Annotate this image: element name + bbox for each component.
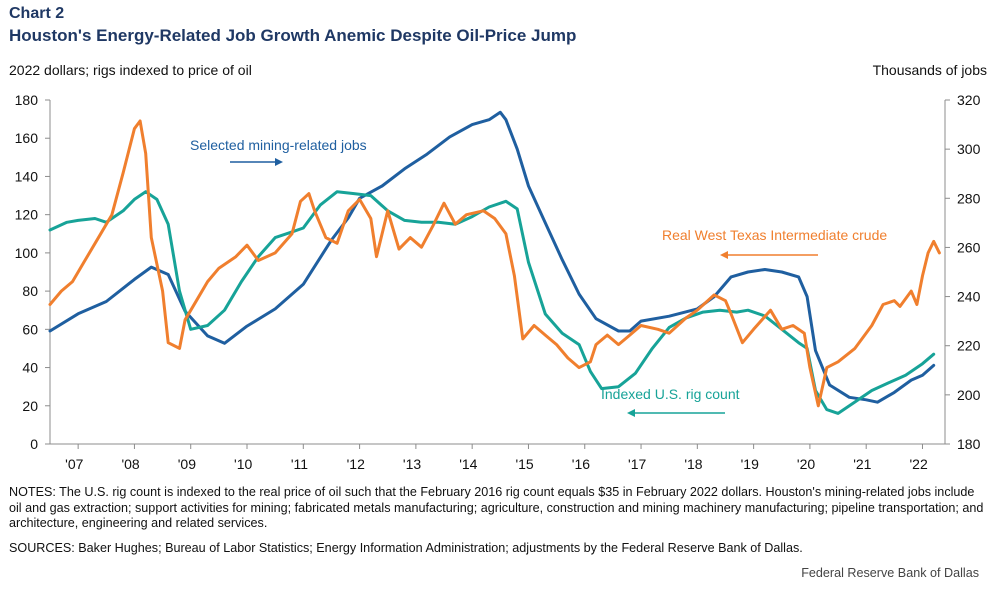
arrowhead-rigs (627, 409, 635, 417)
annotation-rigs: Indexed U.S. rig count (601, 386, 740, 402)
left-tick-label: 120 (15, 207, 39, 223)
annotations: Selected mining-related jobs Real West Te… (190, 137, 887, 417)
right-axis-unit: Thousands of jobs (872, 62, 987, 78)
left-tick-label: 140 (15, 168, 39, 184)
left-tick-label: 80 (22, 283, 38, 299)
x-tick-label: '19 (741, 456, 759, 472)
axes: 0 20 40 60 80 100 120 140 160 180 180 200 220 240 260 2… (15, 92, 981, 472)
left-tick-label: 60 (22, 321, 38, 337)
x-tick-label: '12 (347, 456, 365, 472)
x-tick-label: '14 (459, 456, 477, 472)
annotation-oil: Real West Texas Intermediate crude (662, 227, 887, 243)
right-tick-label: 260 (957, 239, 981, 255)
arrowhead-jobs (275, 158, 283, 166)
x-tick-label: '22 (910, 456, 928, 472)
left-tick-label: 180 (15, 92, 39, 108)
x-tick-label: '08 (121, 456, 139, 472)
arrowhead-oil (720, 251, 728, 259)
right-tick-label: 280 (957, 190, 981, 206)
left-axis-unit: 2022 dollars; rigs indexed to price of o… (9, 62, 252, 78)
x-tick-label: '15 (515, 456, 533, 472)
left-tick-label: 40 (22, 360, 38, 376)
x-tick-label: '13 (403, 456, 421, 472)
x-tick-label: '11 (291, 456, 308, 472)
series-line-oil (48, 119, 941, 408)
right-tick-label: 320 (957, 92, 981, 108)
right-tick-label: 180 (957, 436, 981, 452)
x-tick-label: '17 (628, 456, 646, 472)
right-tick-label: 300 (957, 141, 981, 157)
notes-text: NOTES: The U.S. rig count is indexed to … (9, 485, 984, 530)
series-line-jobs (48, 110, 936, 404)
right-tick-label: 220 (957, 338, 981, 354)
x-tick-label: '18 (684, 456, 702, 472)
right-tick-label: 240 (957, 289, 981, 305)
left-tick-label: 0 (30, 436, 38, 452)
x-tick-label: '16 (572, 456, 590, 472)
x-tick-label: '09 (178, 456, 196, 472)
sources-text: SOURCES: Baker Hughes; Bureau of Labor S… (9, 541, 803, 555)
series-line-rigs (48, 190, 936, 415)
x-tick-label: '21 (853, 456, 871, 472)
chart-title: Houston's Energy-Related Job Growth Anem… (9, 26, 577, 45)
annotation-jobs: Selected mining-related jobs (190, 137, 367, 153)
credit-text: Federal Reserve Bank of Dallas (801, 566, 979, 580)
x-tick-label: '07 (65, 456, 83, 472)
series-lines (48, 110, 941, 415)
right-tick-label: 200 (957, 387, 981, 403)
chart-number: Chart 2 (9, 5, 65, 22)
left-tick-label: 20 (22, 398, 38, 414)
left-tick-label: 100 (15, 245, 39, 261)
line-chart: 0 20 40 60 80 100 120 140 160 180 180 200 220 240 260 2… (15, 92, 981, 472)
left-tick-label: 160 (15, 130, 39, 146)
x-tick-label: '10 (234, 456, 252, 472)
x-tick-label: '20 (797, 456, 815, 472)
